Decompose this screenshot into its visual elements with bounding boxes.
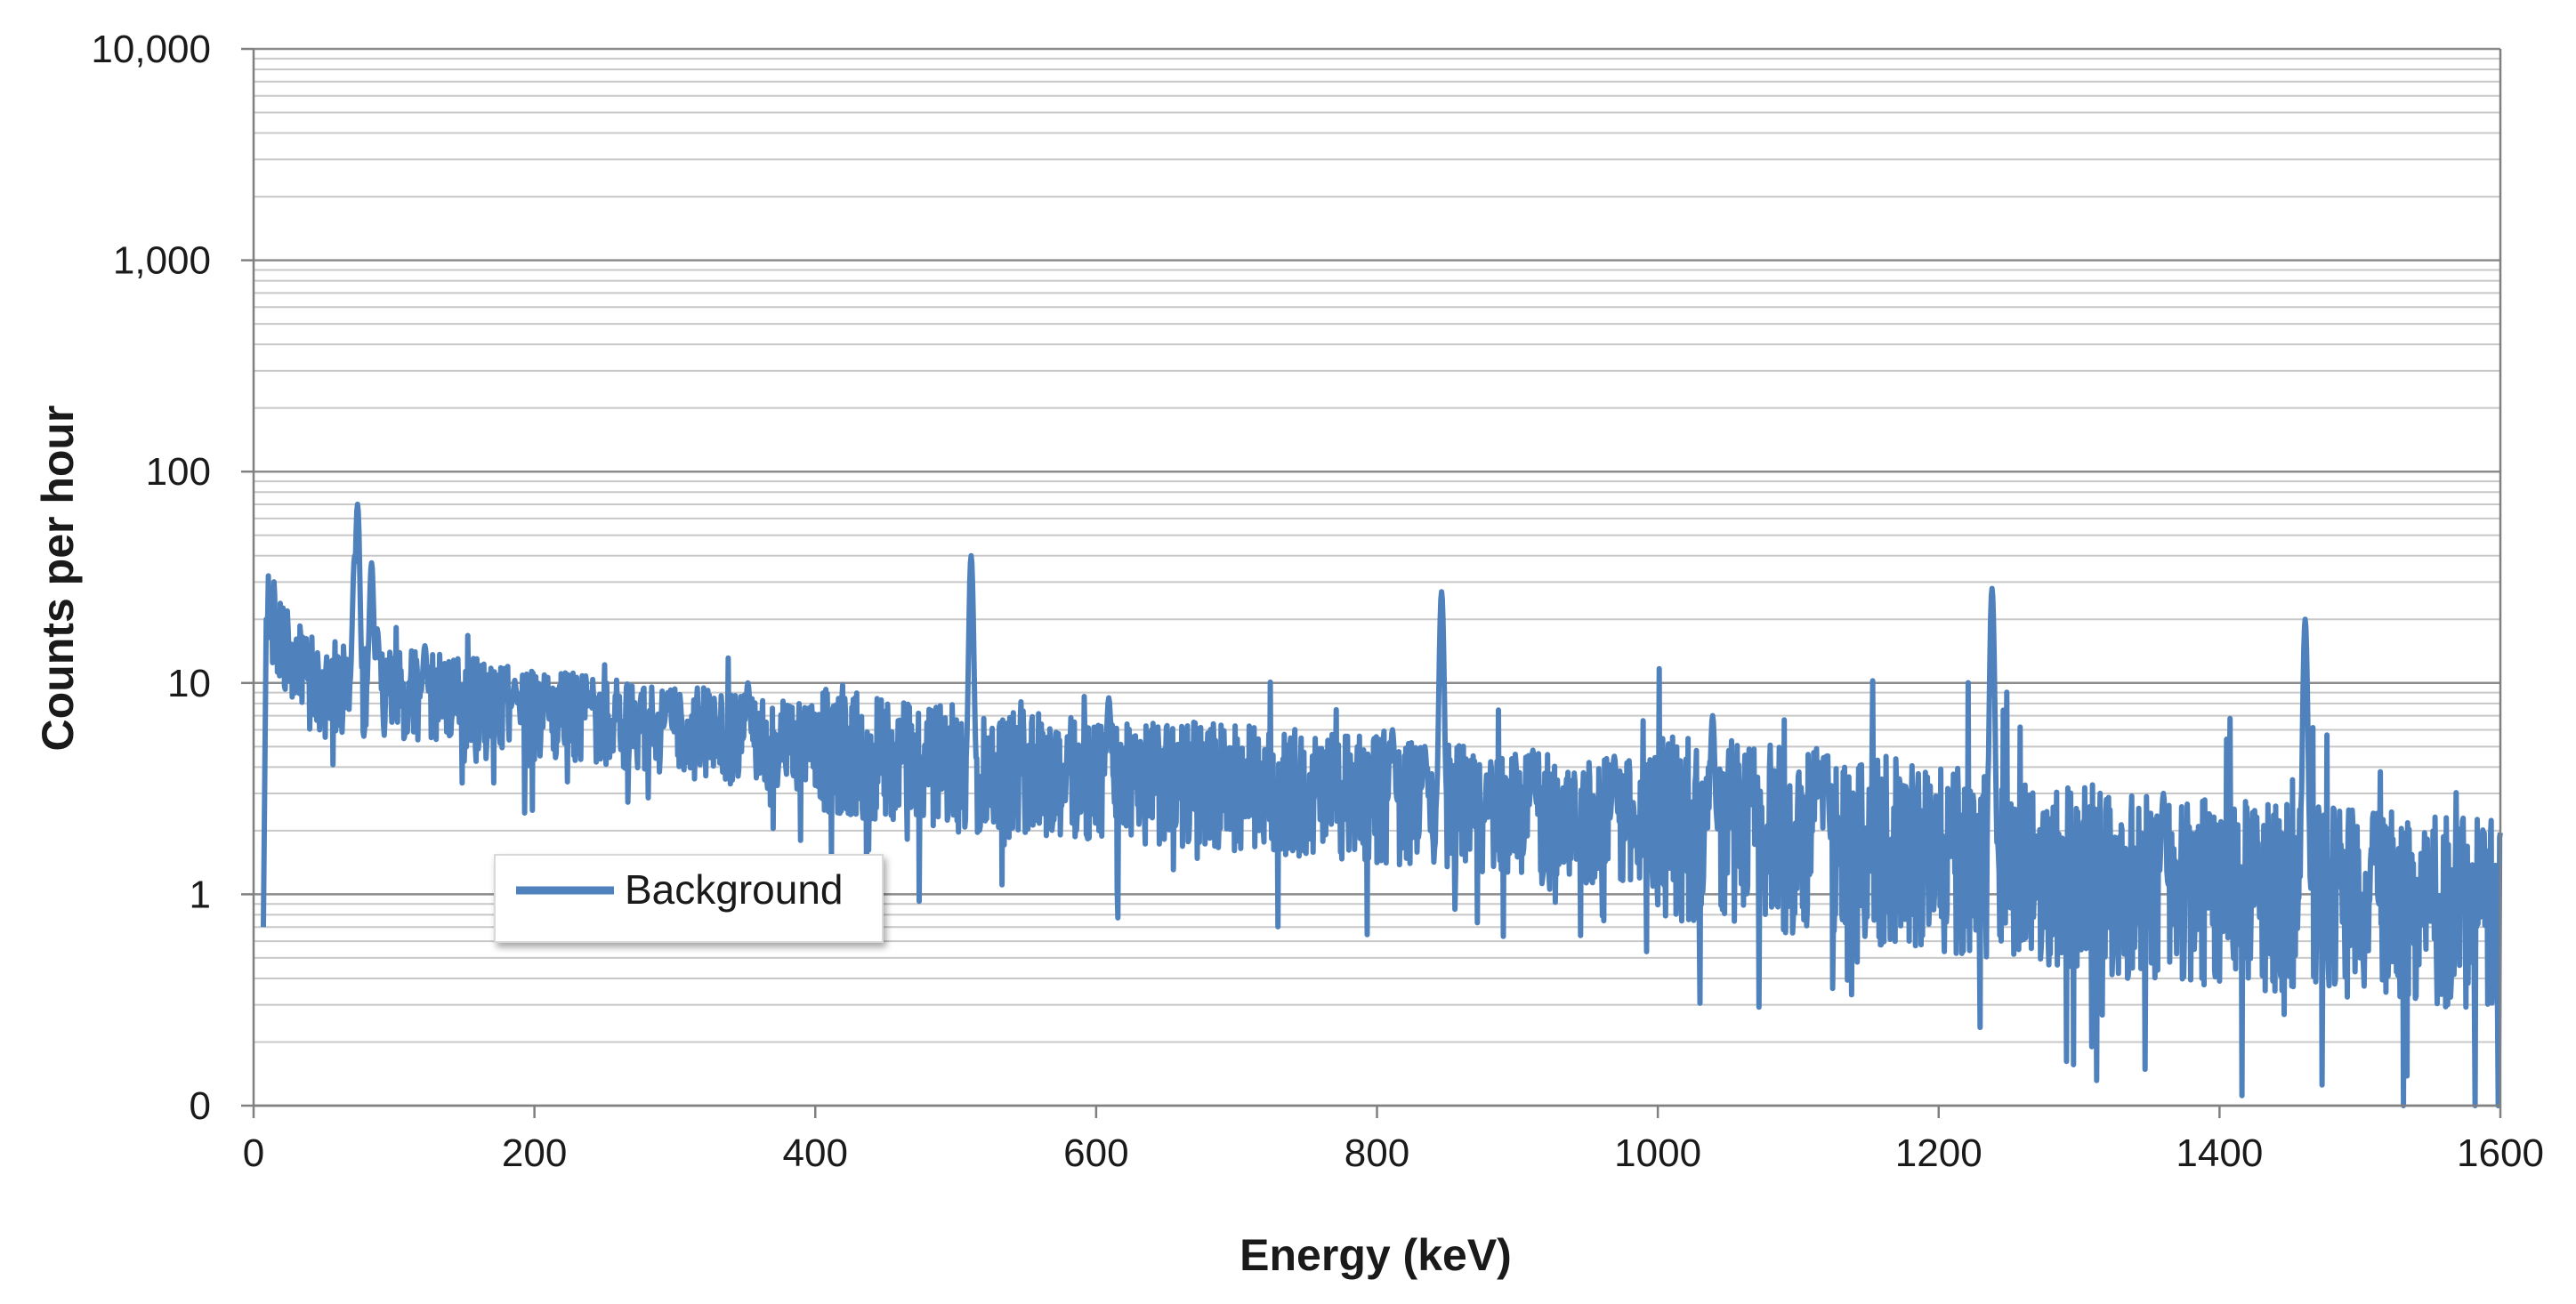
data-point-peak bbox=[513, 681, 517, 685]
data-point-peak bbox=[1107, 696, 1110, 700]
y-tick-label: 100 bbox=[146, 450, 211, 494]
legend-box bbox=[494, 854, 884, 943]
data-point-peak bbox=[375, 627, 379, 631]
x-tick-label: 1600 bbox=[2457, 1131, 2544, 1175]
data-point-peak bbox=[356, 503, 359, 506]
data-point-peak bbox=[747, 681, 749, 685]
y-axis-ticks: 0 1 10 100 1,000 10,000 bbox=[91, 28, 254, 1128]
data-point-peak bbox=[666, 691, 670, 695]
data-point-peak bbox=[2304, 617, 2307, 621]
y-tick-label: 1 bbox=[190, 873, 211, 916]
y-axis-title: Counts per hour bbox=[33, 406, 83, 752]
x-tick-label: 600 bbox=[1063, 1131, 1128, 1175]
data-point-peak bbox=[969, 554, 973, 558]
data-point-peak bbox=[353, 554, 357, 558]
data-point-peak bbox=[1391, 728, 1394, 732]
series-layer bbox=[261, 502, 2503, 1108]
data-point-peak bbox=[1423, 745, 1426, 748]
x-tick-label: 800 bbox=[1345, 1131, 1409, 1175]
data-point-peak bbox=[587, 691, 591, 695]
x-tick-label: 1200 bbox=[1895, 1131, 1982, 1175]
data-point-peak bbox=[2161, 792, 2165, 795]
x-tick-label: 1000 bbox=[1614, 1131, 1701, 1175]
y-tick-label: 10 bbox=[167, 662, 211, 705]
data-point-peak bbox=[424, 644, 427, 648]
data-point-peak bbox=[1818, 761, 1821, 764]
data-point-peak bbox=[1991, 587, 1994, 591]
x-tick-label: 0 bbox=[243, 1131, 264, 1175]
y-tick-label: 10,000 bbox=[91, 28, 211, 71]
legend: Background bbox=[494, 854, 884, 943]
data-point-peak bbox=[1531, 749, 1535, 753]
x-tick-label: 200 bbox=[502, 1131, 567, 1175]
data-point-peak bbox=[1440, 590, 1443, 593]
legend-label-background: Background bbox=[625, 866, 844, 913]
series-line-background bbox=[261, 502, 2503, 1108]
x-tick-label: 1400 bbox=[2176, 1131, 2263, 1175]
x-axis-ticks: 0 200 400 600 800 1000 1200 1400 1600 bbox=[243, 1106, 2544, 1175]
x-axis-title: Energy (keV) bbox=[1240, 1230, 1512, 1280]
data-point-peak bbox=[1711, 714, 1715, 718]
data-point-peak bbox=[2372, 829, 2376, 833]
data-point-peak bbox=[1825, 754, 1828, 758]
x-tick-label: 400 bbox=[783, 1131, 848, 1175]
data-point-peak bbox=[370, 561, 374, 565]
y-tick-label: 1,000 bbox=[113, 239, 211, 283]
data-point-peak bbox=[1612, 754, 1616, 758]
y-tick-label: 0 bbox=[190, 1084, 211, 1128]
